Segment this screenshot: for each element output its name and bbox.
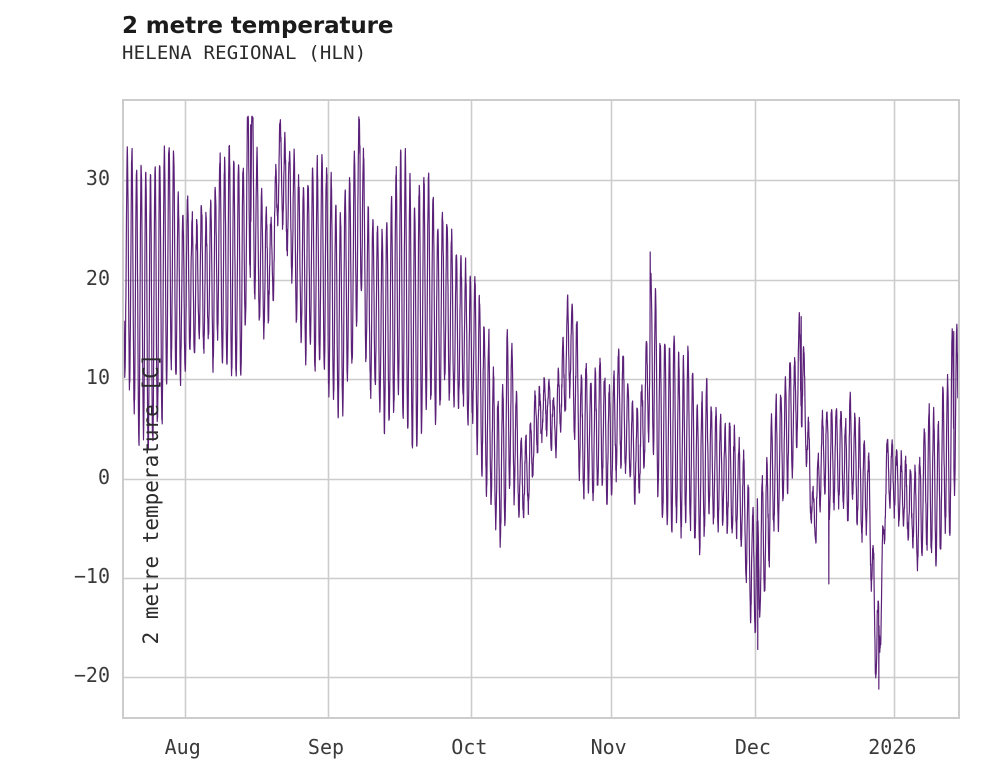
y-tick-label-20: 20 — [85, 265, 110, 290]
y-axis-tick-labels: 30 20 10 0 −10 −20 — [0, 0, 110, 782]
y-tick-label-30: 30 — [85, 166, 110, 191]
x-tick-label-aug: Aug — [164, 735, 201, 759]
title-block: 2 metre temperature HELENA REGIONAL (HLN… — [122, 12, 962, 66]
page-title: 2 metre temperature — [122, 13, 394, 39]
chart-subtitle: HELENA REGIONAL (HLN) — [122, 42, 367, 64]
y-tick-label-0: 0 — [97, 464, 110, 489]
x-tick-label-oct: Oct — [451, 735, 488, 759]
x-tick-label-2026: 2026 — [868, 735, 917, 759]
y-tick-label-10: 10 — [85, 365, 110, 390]
y-tick-label--20: −20 — [73, 663, 110, 688]
x-tick-label-nov: Nov — [590, 735, 627, 759]
y-axis-label: 2 metre temperature [C] — [139, 353, 163, 645]
chart-canvas — [124, 101, 958, 717]
temperature-line — [124, 115, 958, 690]
y-tick-label--10: −10 — [73, 563, 110, 588]
x-tick-label-sep: Sep — [307, 735, 345, 759]
plot-area: 2 metre temperature [C] — [122, 99, 960, 719]
x-gridlines — [184, 101, 896, 717]
temperature-series — [124, 115, 958, 690]
x-tick-label-dec: Dec — [734, 735, 771, 759]
